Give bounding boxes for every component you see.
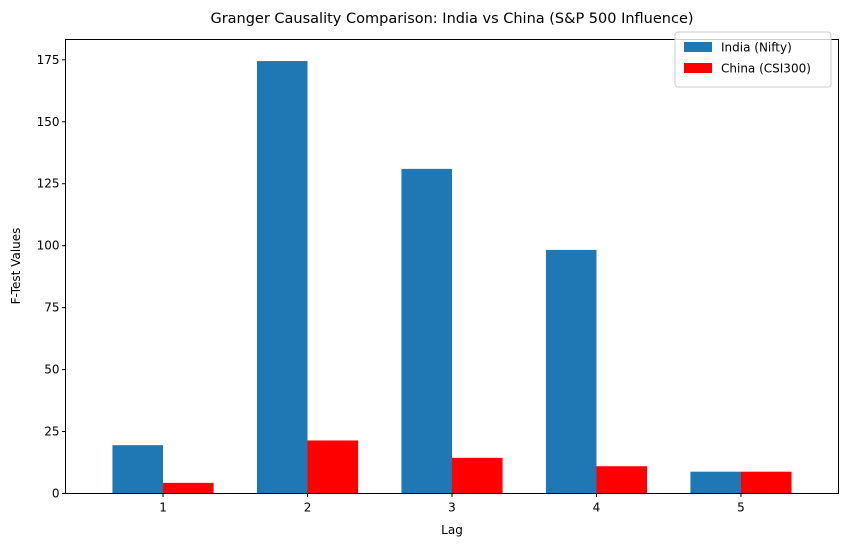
y-tick-label: 0 bbox=[52, 487, 60, 501]
bar-series1-lag5 bbox=[690, 471, 741, 494]
bar-series2-lag4 bbox=[596, 466, 648, 494]
x-tick-label: 5 bbox=[737, 501, 745, 515]
bar-series2-lag3 bbox=[452, 457, 503, 494]
y-tick-label: 25 bbox=[44, 425, 59, 439]
x-tick-label: 1 bbox=[159, 501, 167, 515]
y-tick-label: 125 bbox=[37, 177, 60, 191]
legend-swatch bbox=[684, 42, 712, 52]
legend: India (Nifty) China (CSI300) bbox=[674, 31, 832, 88]
plot-frame bbox=[65, 39, 839, 494]
y-tick-label: 100 bbox=[37, 239, 60, 253]
chart-title: Granger Causality Comparison: India vs C… bbox=[210, 11, 693, 27]
bars-layer bbox=[112, 61, 792, 494]
bar-series1-lag3 bbox=[401, 168, 452, 494]
x-tick-label: 3 bbox=[448, 501, 456, 515]
bar-series1-lag1 bbox=[112, 445, 164, 494]
bar-series2-lag5 bbox=[740, 471, 792, 494]
x-tick-label: 4 bbox=[593, 501, 601, 515]
bar-series1-lag4 bbox=[545, 249, 597, 494]
y-tick-label: 150 bbox=[37, 115, 60, 129]
x-axis: 1 2 3 4 5 bbox=[159, 493, 745, 515]
bar-series2-lag2 bbox=[307, 440, 359, 494]
bar-series2-lag1 bbox=[163, 482, 214, 494]
y-tick-label: 50 bbox=[44, 363, 59, 377]
y-tick-label: 175 bbox=[37, 53, 60, 67]
x-tick-label: 2 bbox=[304, 501, 312, 515]
legend-label: China (CSI300) bbox=[721, 62, 811, 76]
y-tick-label: 75 bbox=[44, 301, 59, 315]
x-axis-title: Lag bbox=[441, 523, 463, 537]
y-axis-title: F-Test Values bbox=[9, 228, 23, 305]
y-axis: 0 25 50 75 100 125 150 175 bbox=[37, 53, 66, 501]
bar-series1-lag2 bbox=[256, 61, 308, 494]
legend-swatch bbox=[684, 63, 712, 73]
legend-label: India (Nifty) bbox=[721, 41, 792, 55]
legend-box bbox=[674, 31, 832, 88]
